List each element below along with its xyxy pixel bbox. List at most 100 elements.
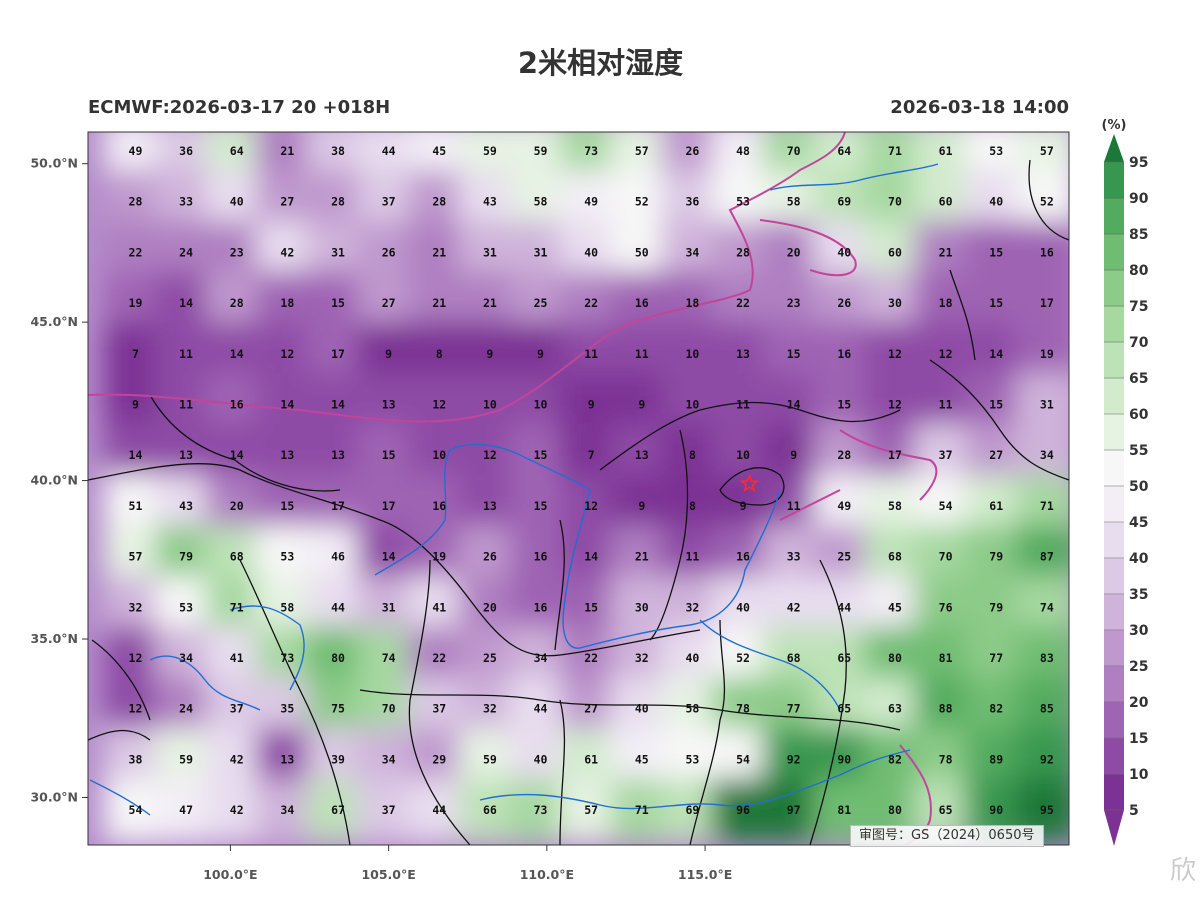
lon-tick-label: 100.0°E — [203, 867, 257, 882]
humidity-value-label: 13 — [280, 448, 294, 462]
humidity-value-label: 69 — [685, 803, 699, 817]
humidity-value-label: 11 — [179, 398, 193, 412]
humidity-value-label: 44 — [534, 702, 548, 716]
colorbar-swatch — [1104, 630, 1124, 667]
colorbar-swatch — [1104, 378, 1124, 415]
humidity-value-label: 11 — [787, 499, 801, 513]
humidity-value-label: 80 — [888, 803, 902, 817]
humidity-value-label: 27 — [584, 702, 598, 716]
colorbar-label: 75 — [1129, 299, 1148, 315]
humidity-value-label: 71 — [230, 600, 244, 614]
longitude-ticks: 100.0°E 105.0°E 110.0°E 115.0°E — [203, 845, 732, 882]
colorbar-label: 65 — [1129, 371, 1148, 387]
humidity-value-label: 11 — [635, 347, 649, 361]
humidity-value-label: 12 — [888, 347, 902, 361]
humidity-value-label: 13 — [635, 448, 649, 462]
humidity-value-label: 15 — [989, 245, 1003, 259]
humidity-value-label: 9 — [385, 347, 392, 361]
humidity-value-label: 17 — [1040, 296, 1054, 310]
humidity-value-label: 29 — [432, 752, 446, 766]
colorbar-label: 55 — [1129, 443, 1148, 459]
humidity-value-label: 39 — [331, 752, 345, 766]
humidity-value-label: 10 — [534, 398, 548, 412]
humidity-value-label: 21 — [635, 550, 649, 564]
latitude-ticks: 50.0°N 45.0°N 40.0°N 35.0°N 30.0°N — [30, 156, 88, 804]
humidity-value-label: 37 — [939, 448, 953, 462]
lat-tick-label: 45.0°N — [30, 314, 78, 329]
humidity-value-label: 41 — [432, 600, 446, 614]
humidity-value-label: 44 — [382, 144, 396, 158]
humidity-value-label: 14 — [382, 550, 396, 564]
humidity-value-label: 21 — [432, 245, 446, 259]
humidity-value-label: 13 — [483, 499, 497, 513]
colorbar-swatch — [1104, 234, 1124, 271]
humidity-value-label: 49 — [837, 499, 851, 513]
humidity-value-label: 78 — [939, 752, 953, 766]
humidity-value-label: 53 — [736, 195, 750, 209]
humidity-value-label: 32 — [685, 600, 699, 614]
humidity-value-label: 34 — [534, 651, 548, 665]
humidity-value-label: 11 — [736, 398, 750, 412]
province-borders — [88, 159, 1069, 845]
humidity-value-label: 45 — [432, 144, 446, 158]
humidity-value-label: 14 — [230, 448, 244, 462]
colorbar-label: 80 — [1129, 263, 1149, 279]
colorbar-label: 95 — [1129, 155, 1148, 171]
humidity-value-label: 53 — [989, 144, 1003, 158]
humidity-value-label: 68 — [230, 550, 244, 564]
humidity-value-label: 59 — [483, 144, 497, 158]
humidity-value-label: 15 — [837, 398, 851, 412]
humidity-value-label: 30 — [888, 296, 902, 310]
humidity-value-label: 40 — [685, 651, 699, 665]
humidity-value-label: 79 — [989, 550, 1003, 564]
humidity-value-label: 17 — [331, 499, 345, 513]
humidity-value-label: 44 — [432, 803, 446, 817]
humidity-value-label: 58 — [787, 195, 801, 209]
colorbar-swatch — [1104, 702, 1124, 739]
colorbar-swatch — [1104, 270, 1124, 307]
watermark: 欣 — [1169, 856, 1196, 886]
humidity-value-label: 54 — [736, 752, 750, 766]
humidity-field — [104, 132, 1069, 842]
humidity-value-label: 87 — [1040, 550, 1054, 564]
colorbar-swatch — [1104, 306, 1124, 343]
humidity-value-label: 64 — [230, 144, 244, 158]
approval-number: 审图号：GS（2024）0650号 — [850, 825, 1044, 847]
humidity-value-label: 90 — [989, 803, 1003, 817]
map-title: 2米相对湿度 — [517, 46, 684, 80]
colorbar-label: 15 — [1129, 731, 1148, 747]
colorbar-label: 85 — [1129, 227, 1148, 243]
humidity-value-label: 14 — [280, 398, 294, 412]
humidity-value-label: 58 — [280, 600, 294, 614]
humidity-value-label: 97 — [787, 803, 801, 817]
beijing-star-marker — [739, 473, 760, 493]
humidity-value-label: 13 — [331, 448, 345, 462]
humidity-value-label: 34 — [280, 803, 294, 817]
colorbar-swatch — [1104, 594, 1124, 631]
humidity-values: 49 36 64 21 38 44 45 59 59 73 57 26 48 70 64 71 61 53 5728… — [129, 144, 1054, 817]
humidity-value-label: 26 — [382, 245, 396, 259]
humidity-value-label: 12 — [129, 651, 143, 665]
humidity-value-label: 65 — [939, 803, 953, 817]
humidity-value-label: 12 — [888, 398, 902, 412]
humidity-value-label: 34 — [179, 651, 193, 665]
humidity-value-label: 24 — [179, 702, 193, 716]
humidity-value-label: 61 — [584, 752, 598, 766]
humidity-value-label: 9 — [588, 398, 595, 412]
colorbar-label: 40 — [1129, 551, 1149, 567]
colorbar-unit: (%) — [1102, 118, 1127, 133]
humidity-value-label: 10 — [736, 448, 750, 462]
humidity-value-label: 70 — [939, 550, 953, 564]
humidity-value-label: 67 — [331, 803, 345, 817]
humidity-value-label: 80 — [888, 651, 902, 665]
humidity-value-label: 11 — [584, 347, 598, 361]
humidity-value-label: 14 — [129, 448, 143, 462]
humidity-value-label: 57 — [1040, 144, 1054, 158]
humidity-value-label: 15 — [331, 296, 345, 310]
humidity-value-label: 63 — [888, 702, 902, 716]
humidity-value-label: 83 — [1040, 651, 1054, 665]
humidity-value-label: 43 — [483, 195, 497, 209]
humidity-value-label: 14 — [179, 296, 193, 310]
humidity-value-label: 11 — [939, 398, 953, 412]
colorbar-swatch — [1104, 738, 1124, 775]
